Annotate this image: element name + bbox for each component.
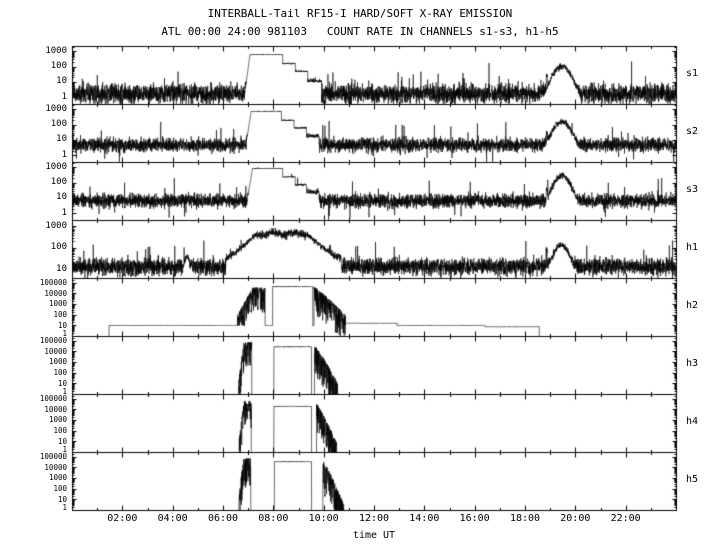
y-tick-label-h3-1: 1 (62, 386, 67, 396)
y-tick-label-h2-100: 100 (53, 309, 67, 319)
x-tick-label-20:00: 20:00 (560, 513, 591, 524)
y-tick-label-s2-10: 10 (56, 134, 67, 145)
y-tick-label-s2-100: 100 (50, 119, 67, 130)
y-tick-label-s1-1000: 1000 (45, 45, 67, 56)
y-tick-label-h5-1: 1 (62, 502, 67, 512)
panel-label-h1: h1 (686, 242, 699, 253)
chart-title: INTERBALL-Tail RF15-I HARD/SOFT X-RAY EM… (207, 7, 513, 20)
y-tick-label-h5-100000: 100000 (39, 452, 67, 462)
y-tick-label-h1-10: 10 (56, 263, 67, 274)
y-tick-label-h5-1000: 1000 (48, 473, 67, 483)
chart-subtitle: ATL 00:00 24:00 981103 COUNT RATE IN CHA… (161, 25, 559, 38)
y-tick-label-h4-100000: 100000 (39, 394, 67, 404)
y-tick-label-s1-100: 100 (50, 61, 67, 72)
y-tick-label-s3-100: 100 (50, 177, 67, 188)
y-tick-label-h3-100: 100 (53, 367, 67, 377)
panel-label-s1: s1 (686, 68, 699, 79)
panel-label-s2: s2 (686, 126, 699, 137)
x-tick-label-18:00: 18:00 (509, 513, 541, 524)
x-tick-label-06:00: 06:00 (207, 513, 239, 524)
y-tick-label-h5-10: 10 (57, 494, 67, 504)
y-tick-label-s3-1: 1 (61, 207, 67, 218)
y-tick-label-s1-1: 1 (61, 91, 67, 102)
y-tick-label-h5-100: 100 (53, 483, 67, 493)
panel-label-h4: h4 (686, 416, 699, 427)
y-tick-label-h1-100: 100 (50, 242, 67, 253)
y-tick-label-h2-1000: 1000 (48, 299, 67, 309)
panel-label-h3: h3 (686, 358, 699, 369)
y-tick-label-h2-100000: 100000 (39, 278, 67, 288)
x-tick-label-04:00: 04:00 (157, 513, 188, 524)
x-tick-label-12:00: 12:00 (358, 513, 390, 524)
y-tick-label-s1-10: 10 (56, 76, 67, 87)
y-tick-label-s3-1000: 1000 (45, 161, 67, 172)
y-tick-label-h1-1000: 1000 (45, 220, 67, 231)
y-tick-label-h3-100000: 100000 (39, 336, 67, 346)
x-axis-label: time UT (352, 530, 396, 541)
y-tick-label-h3-10000: 10000 (44, 346, 67, 356)
y-tick-label-h5-10000: 10000 (44, 462, 67, 472)
y-tick-label-h2-1: 1 (62, 328, 67, 338)
x-tick-label-22:00: 22:00 (610, 513, 641, 524)
y-tick-label-h4-1000: 1000 (48, 415, 67, 425)
y-tick-label-h3-10: 10 (57, 378, 67, 388)
y-tick-label-h4-1: 1 (62, 444, 67, 454)
y-tick-label-s3-10: 10 (56, 192, 67, 203)
panel-label-h5: h5 (686, 474, 699, 485)
y-tick-label-h3-1000: 1000 (48, 357, 67, 367)
y-tick-label-h4-100: 100 (53, 425, 67, 435)
x-tick-label-16:00: 16:00 (459, 513, 490, 524)
y-tick-label-h4-10000: 10000 (44, 404, 67, 414)
x-tick-label-14:00: 14:00 (409, 513, 440, 524)
x-tick-label-02:00: 02:00 (107, 513, 138, 524)
x-tick-label-08:00: 08:00 (258, 513, 289, 524)
y-tick-label-h2-10000: 10000 (44, 288, 67, 298)
y-tick-label-s2-1000: 1000 (45, 103, 67, 114)
y-tick-label-s2-1: 1 (61, 149, 67, 160)
panel-label-s3: s3 (686, 184, 699, 195)
y-tick-label-h2-10: 10 (57, 320, 67, 330)
y-tick-label-h4-10: 10 (57, 436, 67, 446)
x-tick-label-10:00: 10:00 (308, 513, 339, 524)
panel-label-h2: h2 (686, 300, 699, 311)
